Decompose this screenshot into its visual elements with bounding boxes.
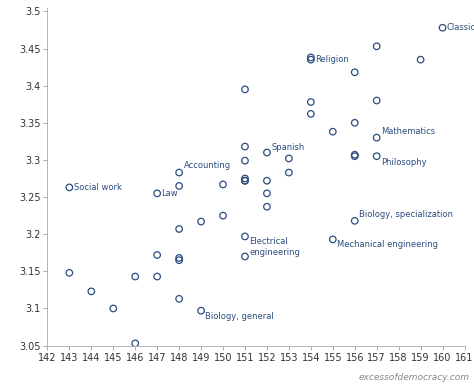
Text: Biology, specialization: Biology, specialization (359, 210, 453, 219)
Point (329, 236, 337, 242)
Point (241, 178, 249, 184)
Text: Mechanical engineering: Mechanical engineering (337, 240, 438, 249)
Point (175, 226, 183, 232)
Point (175, 169, 183, 175)
Point (351, 153, 358, 159)
Text: Spanish: Spanish (271, 143, 305, 152)
Point (65, 270, 73, 276)
Point (131, 340, 139, 346)
Point (285, 156, 292, 162)
Text: excessofdemocracy.com: excessofdemocracy.com (358, 373, 469, 382)
Point (175, 255, 183, 261)
Point (351, 218, 358, 224)
Text: Social work: Social work (74, 183, 122, 192)
Point (219, 181, 227, 187)
Point (373, 153, 381, 159)
Point (109, 305, 117, 311)
Point (373, 134, 381, 141)
Point (197, 218, 205, 225)
Point (154, 252, 161, 258)
Point (373, 98, 381, 104)
Point (88, 288, 95, 295)
Point (241, 178, 249, 184)
Point (197, 308, 205, 314)
Point (263, 204, 271, 210)
Point (373, 43, 381, 50)
Point (154, 190, 161, 197)
Point (175, 183, 183, 189)
Point (351, 152, 358, 158)
Point (351, 120, 358, 126)
Point (241, 233, 249, 240)
Text: Electrical
engineering: Electrical engineering (249, 237, 300, 257)
Text: Law: Law (162, 189, 178, 198)
Point (65, 184, 73, 190)
Text: Religion: Religion (315, 55, 349, 64)
Point (439, 25, 447, 31)
Point (307, 99, 315, 105)
Point (307, 56, 315, 63)
Text: Philosophy: Philosophy (381, 159, 427, 167)
Text: Classics: Classics (447, 23, 474, 32)
Text: Mathematics: Mathematics (381, 127, 435, 136)
Point (351, 69, 358, 75)
Point (307, 55, 315, 61)
Point (175, 296, 183, 302)
Text: Biology, general: Biology, general (205, 312, 274, 321)
Point (263, 178, 271, 184)
Point (417, 56, 424, 63)
Point (329, 129, 337, 135)
Point (241, 175, 249, 182)
Point (154, 273, 161, 280)
Point (263, 190, 271, 197)
Point (241, 86, 249, 93)
Point (263, 149, 271, 156)
Point (307, 111, 315, 117)
Point (285, 169, 292, 175)
Point (131, 273, 139, 280)
Point (241, 253, 249, 260)
Point (219, 213, 227, 219)
Point (175, 257, 183, 263)
Point (241, 157, 249, 164)
Point (241, 144, 249, 150)
Text: Accounting: Accounting (183, 161, 231, 170)
